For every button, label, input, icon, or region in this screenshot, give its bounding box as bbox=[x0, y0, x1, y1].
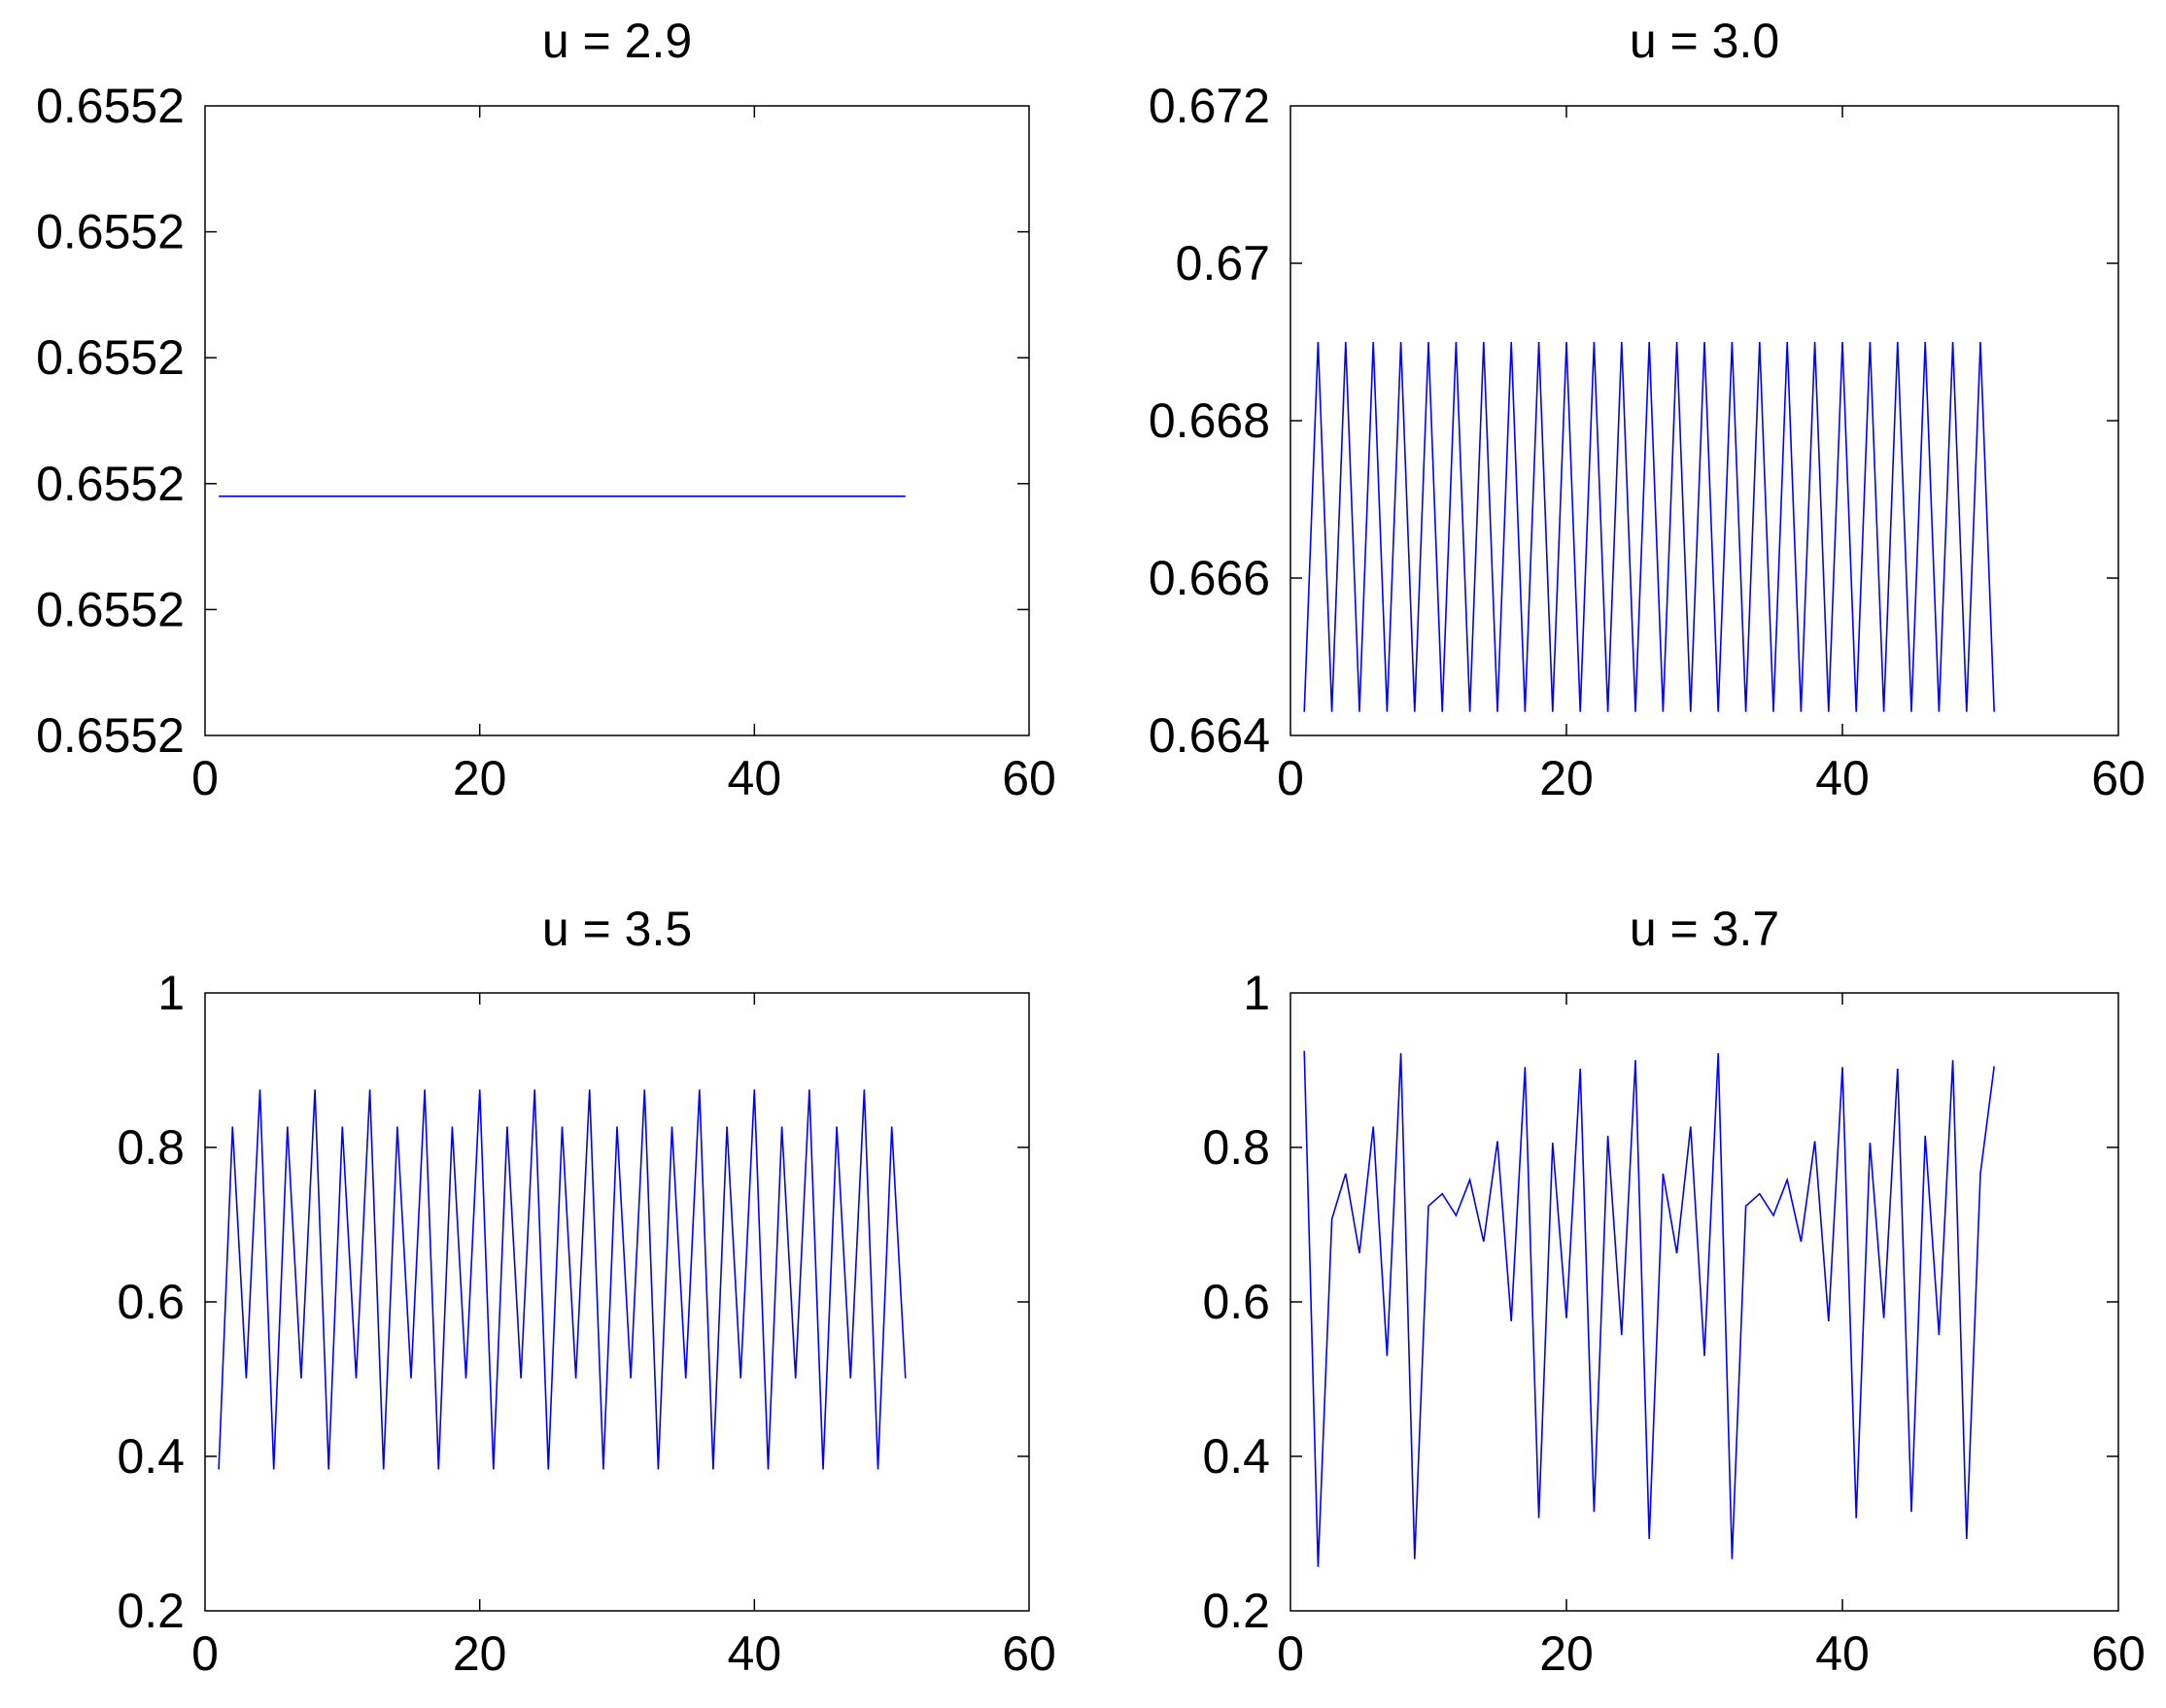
subplot-title: u = 2.9 bbox=[542, 14, 692, 68]
x-tick-label: 60 bbox=[1002, 751, 1056, 805]
x-tick-label: 0 bbox=[191, 751, 219, 805]
y-tick-label: 0.67 bbox=[1176, 236, 1270, 290]
y-tick-label: 0.6552 bbox=[36, 708, 185, 763]
series-line bbox=[1303, 341, 1995, 712]
subplot-title: u = 3.5 bbox=[542, 902, 692, 956]
subplot-u-3-0: u = 3.0 0 20 40 60 0.664 0.666 0.668 0.67 0.672 bbox=[1149, 14, 2146, 805]
x-tick-label: 60 bbox=[1002, 1626, 1056, 1681]
axes-frame bbox=[204, 992, 1030, 1612]
y-tick-label: 0.6552 bbox=[36, 205, 185, 259]
y-tick-label: 0.6 bbox=[1202, 1275, 1270, 1329]
y-tick-label: 0.4 bbox=[1202, 1429, 1270, 1484]
axes-frame bbox=[204, 105, 1030, 736]
subplot-title: u = 3.7 bbox=[1630, 902, 1779, 956]
x-tick-label: 60 bbox=[2091, 1626, 2146, 1681]
y-tick-label: 0.8 bbox=[1202, 1120, 1270, 1175]
y-tick-label: 0.6 bbox=[117, 1275, 185, 1329]
y-tick-label: 0.664 bbox=[1149, 708, 1270, 763]
y-tick-label: 1 bbox=[1243, 966, 1270, 1020]
x-tick-label: 20 bbox=[1539, 1626, 1594, 1681]
axes-frame bbox=[1289, 992, 2119, 1612]
series-line bbox=[1303, 1050, 1995, 1567]
axes-frame bbox=[1289, 105, 2119, 736]
x-tick-label: 0 bbox=[1277, 751, 1304, 805]
y-tick-label: 0.6552 bbox=[36, 79, 185, 133]
subplot-u-3-5: u = 3.5 0 20 40 60 0.2 0.4 0.6 0.8 1 bbox=[117, 902, 1055, 1681]
y-tick-label: 0.2 bbox=[1202, 1584, 1270, 1638]
x-tick-label: 20 bbox=[453, 1626, 507, 1681]
y-tick-label: 0.668 bbox=[1149, 393, 1270, 448]
subplot-title: u = 3.0 bbox=[1630, 14, 1779, 68]
y-tick-label: 0.8 bbox=[117, 1120, 185, 1175]
subplot-u-3-7: u = 3.7 0 20 40 60 0.2 0.4 0.6 0.8 1 bbox=[1202, 902, 2145, 1681]
y-tick-label: 0.672 bbox=[1149, 79, 1270, 133]
y-tick-label: 0.2 bbox=[117, 1584, 185, 1638]
x-tick-label: 20 bbox=[1539, 751, 1594, 805]
y-tick-label: 0.666 bbox=[1149, 551, 1270, 605]
x-tick-label: 40 bbox=[728, 1626, 782, 1681]
y-tick-label: 0.4 bbox=[117, 1429, 185, 1484]
series-line bbox=[218, 1089, 907, 1470]
x-tick-label: 40 bbox=[1815, 751, 1870, 805]
x-tick-label: 40 bbox=[1815, 1626, 1870, 1681]
x-tick-label: 20 bbox=[453, 751, 507, 805]
x-tick-label: 40 bbox=[728, 751, 782, 805]
y-tick-label: 1 bbox=[157, 966, 185, 1020]
x-tick-label: 0 bbox=[1277, 1626, 1304, 1681]
subplot-u-2-9: u = 2.9 0 20 40 60 0.6552 0.6552 0.6552 0.6552 0… bbox=[36, 14, 1056, 805]
y-tick-label: 0.6552 bbox=[36, 457, 185, 511]
y-tick-label: 0.6552 bbox=[36, 582, 185, 636]
y-tick-label: 0.6552 bbox=[36, 330, 185, 385]
x-tick-label: 0 bbox=[191, 1626, 219, 1681]
x-tick-label: 60 bbox=[2091, 751, 2146, 805]
